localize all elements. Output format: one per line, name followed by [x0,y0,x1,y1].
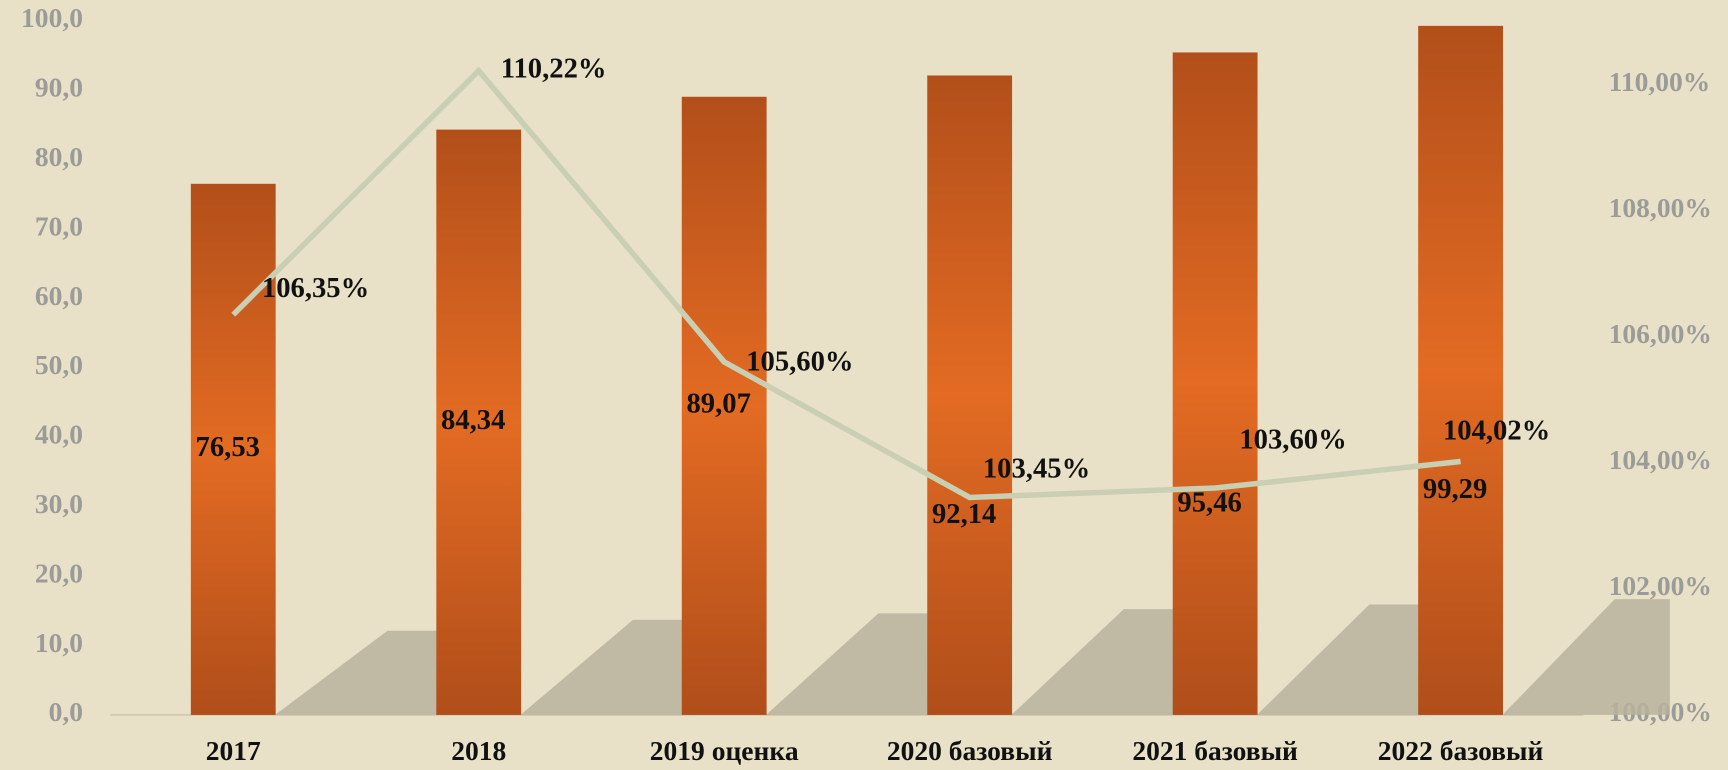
bar-shadow [766,613,934,715]
y-tick-label: 30,0 [35,488,83,519]
bar-value-label: 99,29 [1423,473,1487,505]
bar-shadow [275,630,443,715]
y2-tick-label: 106,00% [1609,318,1712,349]
line-value-label: 110,22% [501,52,607,84]
y2-tick-label: 108,00% [1609,192,1712,223]
x-tick-label: 2022 базовый [1378,735,1544,766]
line-value-label: 104,02% [1443,414,1550,446]
bar-shadow [1502,599,1670,715]
y-tick-label: 10,0 [35,627,83,658]
y-tick-label: 50,0 [35,349,83,380]
bar-value-label: 89,07 [686,387,750,419]
line-value-label: 103,60% [1239,423,1346,455]
bar-shadow [520,619,689,715]
bar-value-label: 84,34 [441,404,505,436]
y2-tick-label: 110,00% [1609,66,1711,97]
x-tick-label: 2021 базовый [1132,735,1298,766]
bar [927,75,1013,715]
bar [681,96,767,715]
line-value-label: 103,45% [983,453,1090,485]
line-value-label: 105,60% [746,346,853,378]
bar [1418,25,1504,715]
x-tick-label: 2019 оценка [650,735,799,766]
bar-value-label: 92,14 [932,498,996,530]
bar-shadow [1256,604,1425,715]
bar [1172,52,1258,715]
x-tick-label: 2018 [451,735,506,766]
y-tick-label: 80,0 [35,141,83,172]
x-tick-label: 2020 базовый [887,735,1053,766]
bar-shadow [1011,609,1179,715]
bar [436,129,522,715]
y-tick-label: 40,0 [35,419,83,450]
line [231,66,1461,501]
y-tick-label: 20,0 [35,557,83,588]
y-tick-label: 100,0 [21,2,83,33]
y2-tick-label: 104,00% [1609,444,1712,475]
y-tick-label: 0,0 [49,696,83,727]
y-tick-label: 60,0 [35,280,83,311]
bar [190,183,276,715]
bar-value-label: 76,53 [196,431,260,463]
x-tick-label: 2017 [206,735,261,766]
y2-tick-label: 102,00% [1609,570,1712,601]
y-tick-label: 90,0 [35,72,83,103]
y-tick-label: 70,0 [35,210,83,241]
line-value-label: 106,35% [262,272,369,304]
